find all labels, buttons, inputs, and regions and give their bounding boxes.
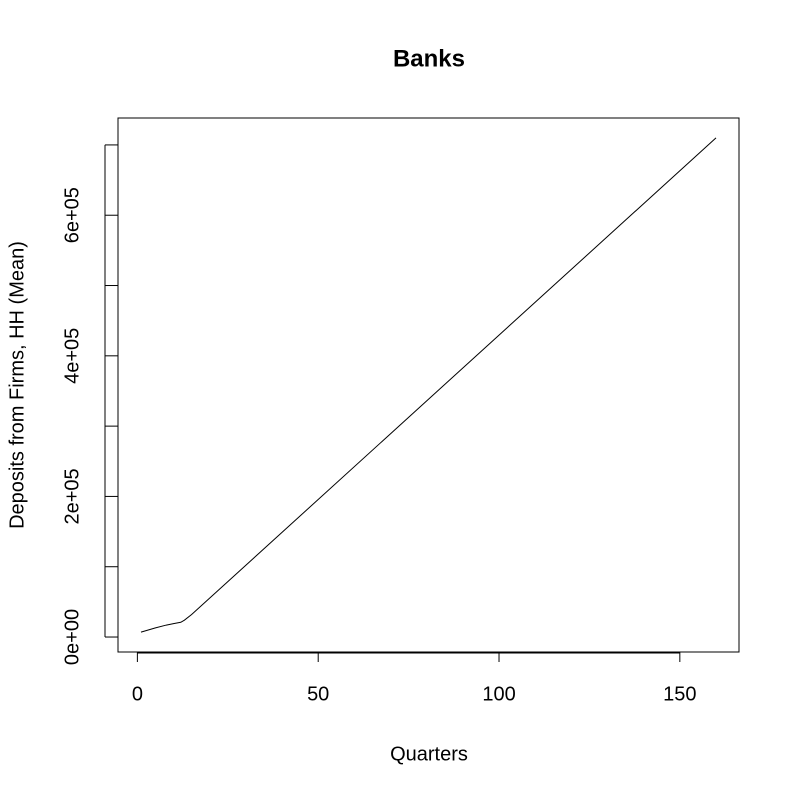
y-tick-label: 2e+05 <box>61 468 83 524</box>
x-tick-label: 50 <box>307 683 329 705</box>
y-tick-label: 6e+05 <box>61 187 83 243</box>
plot-box <box>117 117 740 653</box>
y-tick-label: 4e+05 <box>61 328 83 384</box>
x-tick-label: 150 <box>663 683 696 705</box>
y-tick-label: 0e+00 <box>61 609 83 665</box>
x-tick-label: 0 <box>132 683 143 705</box>
x-tick-label: 100 <box>482 683 515 705</box>
data-line <box>140 137 717 633</box>
x-axis-label: Quarters <box>390 743 468 765</box>
chart-title: Banks <box>393 45 465 72</box>
y-axis-label: Deposits from Firms, HH (Mean) <box>6 241 28 529</box>
